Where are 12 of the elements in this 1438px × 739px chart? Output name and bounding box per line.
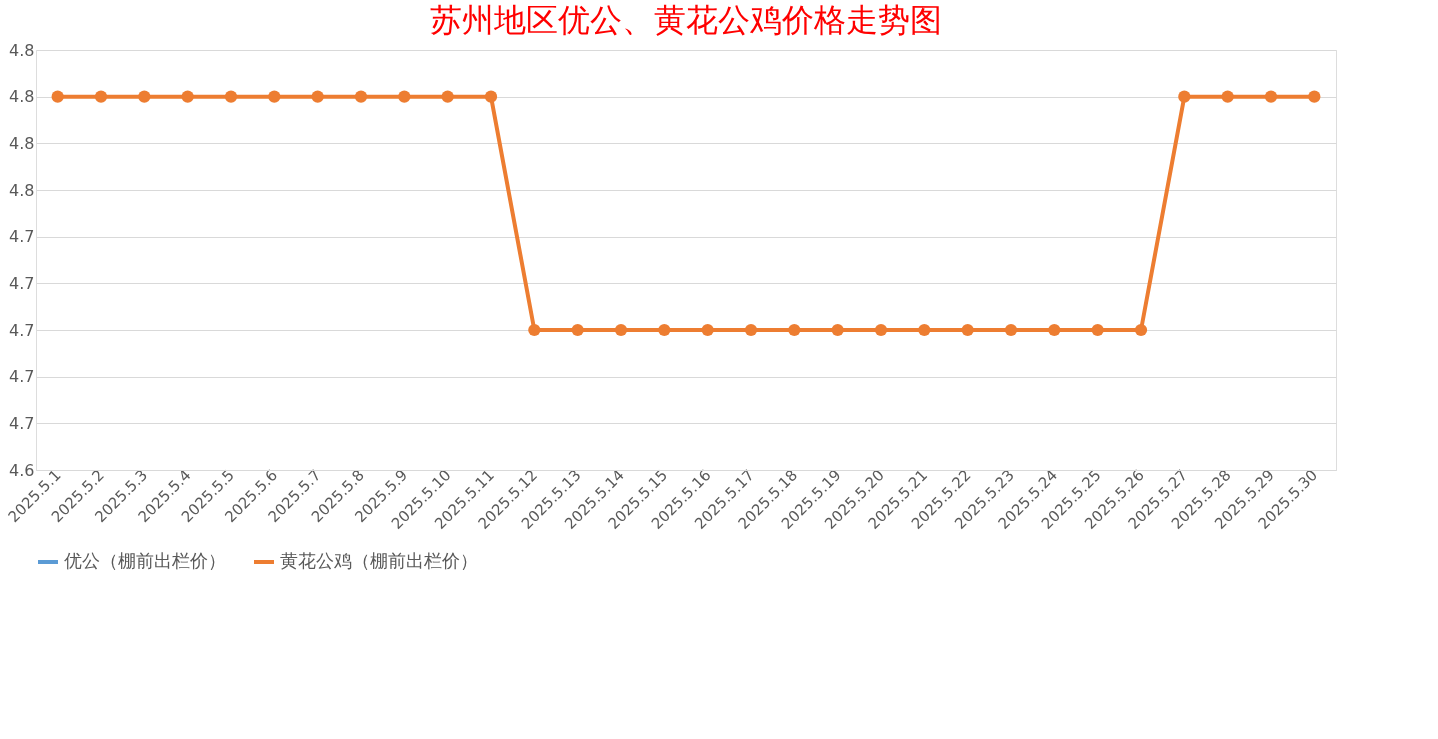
y-tick-label: 4.8 [9,133,35,153]
legend-label: 优公（棚前出栏价） [64,550,226,571]
y-tick-label: 4.8 [9,40,35,60]
y-tick-label: 4.8 [9,87,35,107]
y-tick-label: 4.7 [9,273,35,293]
y-tick-label: 4.7 [9,227,35,247]
y-tick-label: 4.8 [9,180,35,200]
y-tick-label: 4.7 [9,367,35,387]
chart-title: 苏州地区优公、黄花公鸡价格走势图 [430,1,942,39]
legend-label: 黄花公鸡（棚前出栏价） [280,550,478,571]
y-tick-label: 4.7 [9,413,35,433]
y-tick-label: 4.7 [9,320,35,340]
